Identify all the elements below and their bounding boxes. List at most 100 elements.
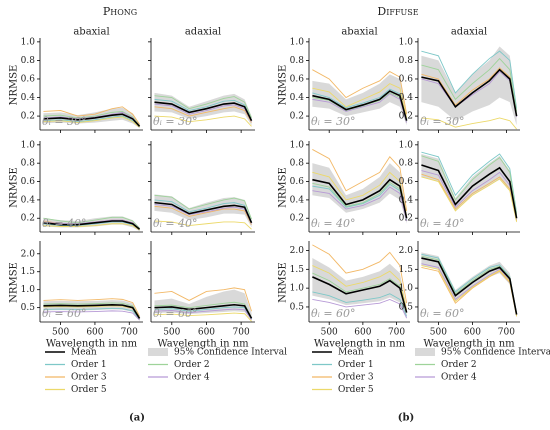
- order-line: [421, 253, 518, 314]
- y-axis-label: NRMSE: [9, 167, 20, 208]
- column-title: adaxial: [185, 27, 221, 38]
- order-line: [154, 106, 252, 123]
- mean-line: [421, 257, 518, 315]
- order-line: [43, 223, 140, 231]
- y-tick-label: 1.0: [290, 37, 305, 47]
- x-tick-label: 600: [198, 328, 215, 338]
- y-tick-label: 0.2: [21, 214, 35, 224]
- y-tick-label: 0.6: [399, 74, 414, 84]
- y-tick-label: 1.0: [399, 37, 414, 47]
- legend-label: Mean: [338, 348, 364, 358]
- order-line: [43, 298, 140, 317]
- panel-title: Diffuse: [377, 5, 418, 18]
- order-line: [154, 308, 252, 321]
- y-tick-label: 2.0: [21, 249, 36, 259]
- column-title: abaxial: [341, 27, 377, 38]
- y-tick-label: 0.6: [290, 177, 305, 187]
- mean-line: [43, 303, 141, 319]
- mean-line: [43, 113, 141, 127]
- x-tick-label: 500: [163, 328, 180, 338]
- order-line: [43, 219, 140, 230]
- x-tick-label: 700: [388, 328, 405, 338]
- mean-line: [312, 90, 408, 121]
- order-line: [154, 95, 252, 119]
- y-axis-label: NRMSE: [278, 65, 289, 106]
- order-line: [154, 194, 252, 220]
- order-line: [43, 115, 140, 128]
- x-axis-label: Wavelength in nm: [314, 339, 406, 350]
- order-line: [43, 106, 140, 125]
- confidence-band: [312, 163, 407, 224]
- order-line: [312, 69, 408, 115]
- order-line: [43, 307, 140, 320]
- order-line: [421, 155, 518, 215]
- y-tick-label: 0.6: [399, 177, 414, 187]
- angle-annotation: θᵢ = 30°: [153, 115, 198, 128]
- y-tick-label: 0.8: [290, 56, 305, 66]
- y-tick-label: 0.4: [290, 93, 305, 103]
- order-line: [43, 216, 140, 229]
- legend-label: Order 1: [338, 360, 374, 370]
- y-tick-label: 1.0: [399, 140, 414, 150]
- y-tick-label: 0.8: [21, 56, 36, 66]
- legend-label: Order 4: [174, 373, 210, 383]
- y-tick-label: 1.5: [399, 265, 414, 275]
- order-line: [43, 221, 140, 231]
- order-line: [43, 302, 140, 318]
- angle-annotation: θᵢ = 30°: [42, 115, 87, 128]
- order-line: [312, 272, 408, 312]
- y-axis-label: NRMSE: [9, 65, 20, 106]
- y-tick-label: 0.2: [290, 214, 304, 224]
- order-line: [154, 220, 252, 230]
- y-tick-label: 0.8: [21, 159, 36, 169]
- y-tick-label: 0.2: [21, 112, 35, 122]
- y-tick-label: 1.0: [399, 284, 414, 294]
- y-tick-label: 0.8: [290, 159, 305, 169]
- x-tick-label: 700: [121, 328, 138, 338]
- order-line: [154, 205, 252, 225]
- y-tick-label: 0.2: [399, 214, 413, 224]
- order-line: [421, 117, 517, 130]
- order-line: [421, 151, 518, 213]
- mean-line: [312, 178, 408, 219]
- order-line: [312, 183, 408, 221]
- x-tick-label: 500: [52, 328, 69, 338]
- x-tick-label: 600: [354, 328, 371, 338]
- order-line: [312, 298, 408, 319]
- order-line: [154, 301, 252, 318]
- x-tick-label: 700: [498, 328, 515, 338]
- legend-label: Mean: [71, 348, 97, 358]
- order-line: [154, 115, 252, 127]
- legend-label: Order 3: [71, 373, 107, 383]
- angle-annotation: θᵢ = 60°: [153, 307, 198, 320]
- order-line: [154, 199, 252, 223]
- mean-line: [154, 101, 253, 122]
- legend-label: Order 5: [338, 385, 374, 395]
- legend-label: 95% Confidence Interval: [441, 348, 550, 358]
- order-line: [421, 67, 518, 117]
- legend-label: Order 2: [441, 360, 477, 370]
- confidence-band: [421, 46, 517, 126]
- y-tick-label: 2.0: [399, 246, 414, 256]
- y-axis-label: NRMSE: [278, 262, 289, 303]
- y-tick-label: 1.0: [290, 284, 305, 294]
- y-tick-label: 1.0: [21, 285, 36, 295]
- y-tick-label: 0.4: [399, 195, 414, 205]
- y-tick-label: 1.0: [21, 140, 36, 150]
- y-tick-label: 1.0: [290, 140, 305, 150]
- column-title: adaxial: [451, 27, 487, 38]
- mean-line: [312, 276, 408, 313]
- angle-annotation: θᵢ = 40°: [420, 217, 465, 230]
- order-line: [312, 93, 408, 123]
- confidence-band: [421, 154, 517, 223]
- order-line: [43, 111, 140, 127]
- order-line: [312, 83, 408, 119]
- y-tick-label: 0.8: [399, 159, 414, 169]
- x-tick-label: 600: [86, 328, 103, 338]
- legend-swatch: [148, 348, 168, 356]
- order-line: [421, 70, 518, 118]
- confidence-band: [154, 289, 252, 321]
- legend-label: Order 5: [71, 385, 107, 395]
- panel-title: Phong: [103, 5, 137, 18]
